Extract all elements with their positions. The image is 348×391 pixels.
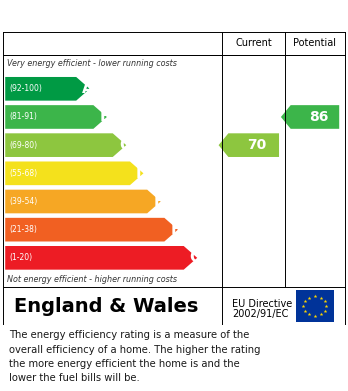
Text: England & Wales: England & Wales bbox=[14, 296, 198, 316]
Text: Very energy efficient - lower running costs: Very energy efficient - lower running co… bbox=[7, 59, 177, 68]
Polygon shape bbox=[5, 190, 161, 213]
Text: EU Directive: EU Directive bbox=[232, 299, 293, 309]
Text: (92-100): (92-100) bbox=[9, 84, 42, 93]
Polygon shape bbox=[5, 246, 197, 270]
Text: F: F bbox=[171, 222, 181, 237]
Text: (81-91): (81-91) bbox=[9, 113, 37, 122]
Text: E: E bbox=[154, 194, 164, 209]
Text: Current: Current bbox=[235, 38, 272, 48]
Text: C: C bbox=[119, 138, 130, 152]
Text: Energy Efficiency Rating: Energy Efficiency Rating bbox=[9, 7, 238, 25]
Polygon shape bbox=[219, 133, 279, 157]
Polygon shape bbox=[5, 105, 107, 129]
Text: D: D bbox=[135, 166, 148, 181]
Text: 86: 86 bbox=[309, 110, 328, 124]
Text: 70: 70 bbox=[247, 138, 267, 152]
Text: (39-54): (39-54) bbox=[9, 197, 38, 206]
Text: Not energy efficient - higher running costs: Not energy efficient - higher running co… bbox=[7, 275, 177, 284]
Text: (21-38): (21-38) bbox=[9, 225, 37, 234]
Text: (1-20): (1-20) bbox=[9, 253, 32, 262]
Polygon shape bbox=[5, 161, 143, 185]
Text: G: G bbox=[189, 250, 202, 265]
Text: (55-68): (55-68) bbox=[9, 169, 38, 178]
Text: (69-80): (69-80) bbox=[9, 141, 38, 150]
Text: Potential: Potential bbox=[293, 38, 337, 48]
Polygon shape bbox=[281, 105, 339, 129]
Text: B: B bbox=[99, 109, 111, 124]
Text: A: A bbox=[82, 81, 94, 96]
Polygon shape bbox=[5, 77, 90, 100]
Bar bbox=[296, 290, 334, 322]
Text: The energy efficiency rating is a measure of the
overall efficiency of a home. T: The energy efficiency rating is a measur… bbox=[9, 330, 260, 384]
Polygon shape bbox=[5, 218, 178, 242]
Polygon shape bbox=[5, 133, 126, 157]
Text: 2002/91/EC: 2002/91/EC bbox=[232, 309, 289, 319]
